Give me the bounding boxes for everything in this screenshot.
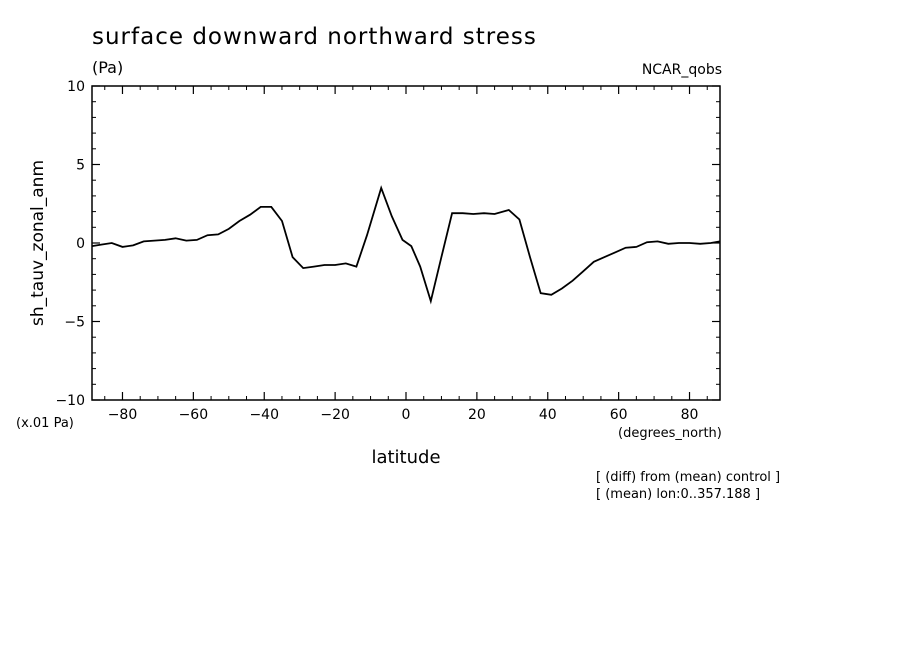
x-tick-label: −60 <box>179 407 209 423</box>
mean-note: [ (mean) lon:0..357.188 ] <box>596 487 761 502</box>
y-scale-note: (x.01 Pa) <box>16 416 74 431</box>
y-tick-label: −5 <box>64 315 85 331</box>
x-tick-label: 80 <box>681 407 699 423</box>
chart-units: (Pa) <box>92 58 124 77</box>
x-tick-label: 0 <box>402 407 411 423</box>
x-axis-units: (degrees_north) <box>618 426 722 441</box>
dataset-label: NCAR_qobs <box>641 62 722 78</box>
chart-title: surface downward northward stress <box>92 24 537 50</box>
x-tick-label: 60 <box>610 407 628 423</box>
diff-note: [ (diff) from (mean) control ] <box>596 470 781 485</box>
x-tick-label: −40 <box>249 407 279 423</box>
x-tick-label: −20 <box>320 407 350 423</box>
data-line <box>91 185 721 305</box>
x-axis-label: latitude <box>371 447 441 468</box>
x-tick-label: −80 <box>108 407 138 423</box>
y-tick-label: 0 <box>76 236 85 252</box>
x-tick-label: 20 <box>468 407 486 423</box>
y-tick-label: −10 <box>55 393 85 409</box>
y-tick-label: 10 <box>67 79 85 95</box>
y-tick-label: 5 <box>76 158 85 174</box>
x-tick-label: 40 <box>539 407 557 423</box>
